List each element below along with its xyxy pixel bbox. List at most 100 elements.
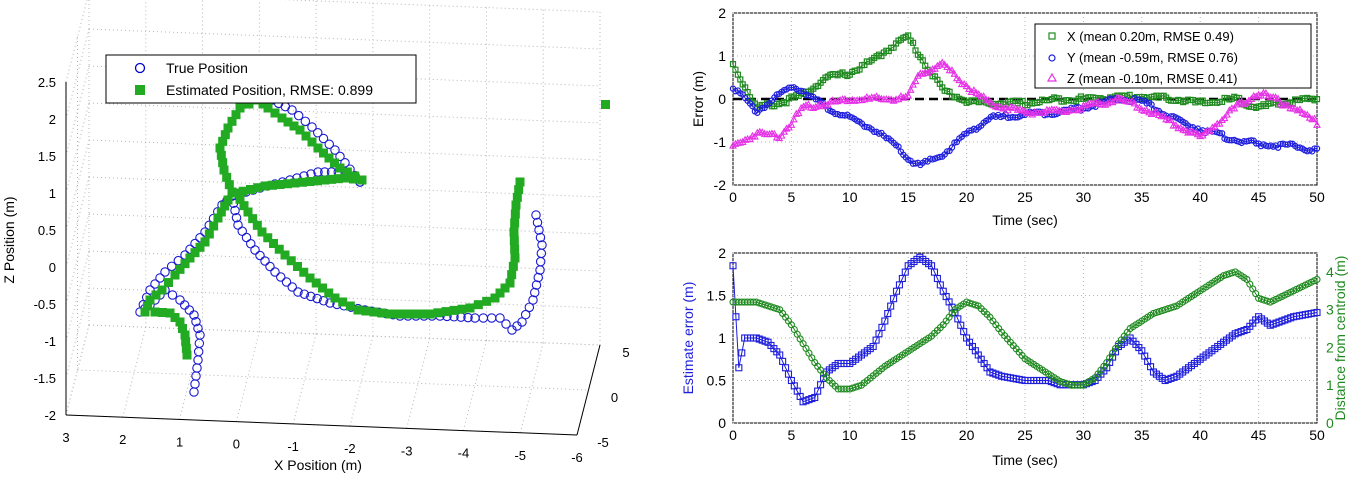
- estimated-position-marker: [195, 242, 205, 252]
- x-tick-label: 30: [1076, 427, 1092, 443]
- estimated-position-marker: [227, 116, 237, 126]
- true-position-marker: [287, 282, 297, 292]
- centroid-distance-marker: [773, 305, 781, 313]
- x-tick-label: 5: [788, 189, 796, 205]
- y-error-marker: [1311, 145, 1318, 152]
- estimated-position-marker: [490, 293, 500, 303]
- legend-z-marker: [1046, 72, 1058, 82]
- estimated-position-marker: [218, 136, 228, 146]
- estimated-position-marker: [385, 309, 395, 319]
- z-error-marker: [1313, 120, 1321, 128]
- estimated-position-marker: [209, 221, 219, 231]
- estimated-position-marker: [170, 270, 180, 280]
- estimated-position-marker: [190, 248, 200, 258]
- legend-3d: True Position Estimated Position, RMSE: …: [105, 54, 417, 104]
- y-tick-label: 0: [718, 91, 726, 107]
- z-error-marker: [819, 102, 827, 110]
- grid-line-side: [65, 102, 90, 194]
- z-error-marker: [1296, 105, 1304, 113]
- estimated-position-marker: [433, 308, 443, 318]
- left-y-tick-label: 0: [718, 415, 726, 431]
- z-error-marker: [860, 95, 869, 103]
- estimate-error-marker: [890, 295, 898, 303]
- y-tick-label: -2: [714, 177, 727, 193]
- estimated-position-marker: [213, 213, 223, 223]
- estimated-position-marker: [417, 309, 427, 319]
- x-tick-label: 50: [1309, 427, 1325, 443]
- y-tick-label: 0: [611, 390, 618, 405]
- estimated-position-marker: [357, 175, 367, 185]
- estimate-error-marker: [1313, 308, 1321, 317]
- error-series-z: [729, 58, 1321, 149]
- grid-line-floor-depth: [88, 324, 601, 346]
- estimated-position-marker: [473, 300, 483, 310]
- z-error-marker: [1103, 99, 1112, 107]
- error-series-line: [732, 61, 1318, 147]
- x-error-marker: [909, 39, 917, 46]
- true-position-marker: [340, 158, 350, 168]
- x-tick-label: 40: [1192, 189, 1208, 205]
- legend-x-label: X (mean 0.20m, RMSE 0.49): [1067, 29, 1234, 44]
- z-error-marker: [1225, 106, 1234, 114]
- x-tick-label: -1: [287, 439, 299, 454]
- estimated-position-marker: [252, 220, 262, 230]
- estimated-position-marker: [170, 313, 180, 322]
- true-position-marker: [241, 232, 252, 243]
- z-tick-label: -2: [44, 408, 56, 423]
- true-position-marker: [237, 226, 248, 237]
- x-error-marker: [729, 61, 737, 68]
- z-error-marker: [935, 60, 944, 68]
- estimated-position-marker: [257, 227, 267, 237]
- x-tick-label: 5: [788, 427, 796, 443]
- z-error-marker: [933, 61, 942, 69]
- estimated-position-marker: [143, 301, 152, 311]
- estimated-position-marker: [425, 309, 435, 319]
- true-position-marker: [255, 250, 265, 261]
- z-tick-label: -1.5: [34, 371, 56, 386]
- z-error-marker: [1218, 115, 1227, 124]
- y-tick-label: 1: [718, 48, 726, 64]
- true-position-marker: [531, 280, 542, 290]
- x-tick-label: 30: [1076, 189, 1092, 205]
- x-tick-label: 35: [1134, 189, 1150, 205]
- x-tick-label: -6: [571, 450, 583, 465]
- estimated-position-marker: [269, 239, 278, 248]
- z-error-marker: [1242, 98, 1251, 106]
- x-tick-label: 45: [1251, 189, 1267, 205]
- z-error-marker: [804, 100, 813, 108]
- error-plot-ylabel: Error (m): [690, 71, 706, 127]
- estimated-position-marker: [275, 180, 285, 189]
- true-position-marker: [306, 291, 316, 302]
- estimated-position-marker: [510, 218, 520, 228]
- z-error-marker: [914, 71, 922, 79]
- estimated-position-marker: [510, 209, 520, 219]
- estimated-position-marker: [243, 207, 253, 217]
- estimated-position-marker: [298, 177, 307, 187]
- estimated-position-marker: [216, 207, 226, 217]
- estimated-position-marker: [175, 317, 185, 327]
- true-position-marker: [300, 116, 311, 127]
- true-position-marker: [520, 309, 531, 320]
- true-position-marker: [495, 313, 505, 323]
- estimated-position-marker: [333, 174, 343, 184]
- x-tick-label: -3: [401, 443, 413, 458]
- x-tick-label: 10: [842, 427, 858, 443]
- estimated-position-marker: [350, 171, 360, 181]
- z-error-marker: [1310, 114, 1319, 122]
- estimated-position-marker: [500, 283, 510, 293]
- true-position-marker: [532, 217, 543, 228]
- x-tick-label: 3: [62, 430, 69, 445]
- estimated-position-marker: [509, 227, 519, 237]
- y-error-marker: [749, 102, 756, 110]
- z-error-marker: [962, 81, 971, 90]
- estimated-position-marker: [301, 131, 311, 141]
- z-tick-label: -0.5: [34, 297, 56, 312]
- estimated-position-marker: [313, 143, 323, 153]
- left-y-tick-label: 0.5: [707, 373, 727, 389]
- grid-line-side: [65, 250, 90, 342]
- z-error-marker: [777, 131, 786, 139]
- estimated-position-outlier-marker: [601, 100, 610, 109]
- true-position-marker: [192, 363, 202, 373]
- true-position-marker: [184, 305, 195, 315]
- true-position-marker: [535, 256, 546, 267]
